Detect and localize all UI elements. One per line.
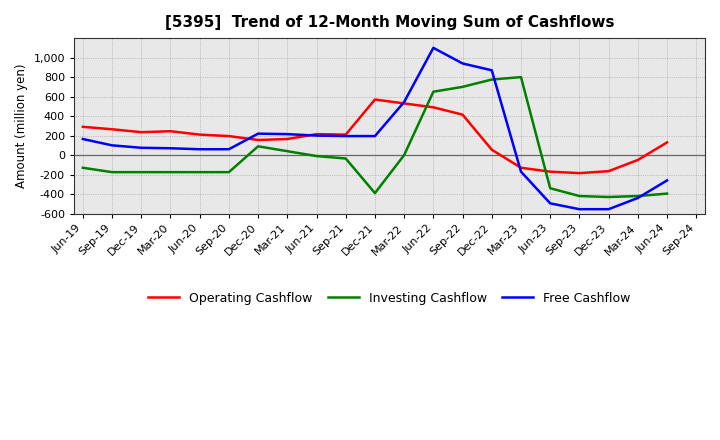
Investing Cashflow [575,194,584,199]
Free Cashflow [137,145,145,150]
Investing Cashflow [458,84,467,89]
Free Cashflow [312,133,321,138]
Operating Cashflow [400,101,408,106]
Operating Cashflow [575,170,584,176]
Operating Cashflow [108,127,117,132]
Investing Cashflow [487,77,496,82]
Free Cashflow [225,147,233,152]
Investing Cashflow [604,194,613,200]
Operating Cashflow [78,124,87,129]
Line: Free Cashflow: Free Cashflow [83,48,667,209]
Investing Cashflow [78,165,87,170]
Free Cashflow [400,99,408,105]
Y-axis label: Amount (million yen): Amount (million yen) [15,64,28,188]
Free Cashflow [166,146,175,151]
Investing Cashflow [341,156,350,161]
Investing Cashflow [662,191,671,196]
Free Cashflow [371,133,379,139]
Investing Cashflow [634,194,642,199]
Investing Cashflow [283,149,292,154]
Operating Cashflow [634,158,642,163]
Line: Investing Cashflow: Investing Cashflow [83,77,667,197]
Operating Cashflow [517,165,526,170]
Operating Cashflow [546,169,554,174]
Free Cashflow [634,195,642,201]
Investing Cashflow [166,169,175,175]
Investing Cashflow [517,74,526,80]
Free Cashflow [458,61,467,66]
Investing Cashflow [371,191,379,196]
Operating Cashflow [312,132,321,137]
Operating Cashflow [371,97,379,102]
Investing Cashflow [546,186,554,191]
Operating Cashflow [195,132,204,137]
Free Cashflow [283,132,292,137]
Line: Operating Cashflow: Operating Cashflow [83,99,667,173]
Investing Cashflow [108,169,117,175]
Free Cashflow [78,136,87,142]
Investing Cashflow [312,154,321,159]
Free Cashflow [253,131,262,136]
Free Cashflow [429,45,438,51]
Operating Cashflow [283,136,292,142]
Operating Cashflow [458,112,467,117]
Operating Cashflow [429,105,438,110]
Investing Cashflow [429,89,438,94]
Free Cashflow [575,206,584,212]
Investing Cashflow [225,169,233,175]
Legend: Operating Cashflow, Investing Cashflow, Free Cashflow: Operating Cashflow, Investing Cashflow, … [143,286,636,310]
Operating Cashflow [137,129,145,135]
Operating Cashflow [253,137,262,143]
Free Cashflow [195,147,204,152]
Free Cashflow [546,201,554,206]
Operating Cashflow [487,147,496,152]
Free Cashflow [662,178,671,183]
Operating Cashflow [604,169,613,174]
Free Cashflow [487,68,496,73]
Investing Cashflow [195,169,204,175]
Operating Cashflow [166,128,175,134]
Free Cashflow [108,143,117,148]
Title: [5395]  Trend of 12-Month Moving Sum of Cashflows: [5395] Trend of 12-Month Moving Sum of C… [165,15,614,30]
Operating Cashflow [341,132,350,137]
Free Cashflow [517,169,526,174]
Operating Cashflow [225,133,233,139]
Free Cashflow [341,133,350,139]
Operating Cashflow [662,140,671,145]
Investing Cashflow [137,169,145,175]
Free Cashflow [604,206,613,212]
Investing Cashflow [253,144,262,149]
Investing Cashflow [400,152,408,158]
